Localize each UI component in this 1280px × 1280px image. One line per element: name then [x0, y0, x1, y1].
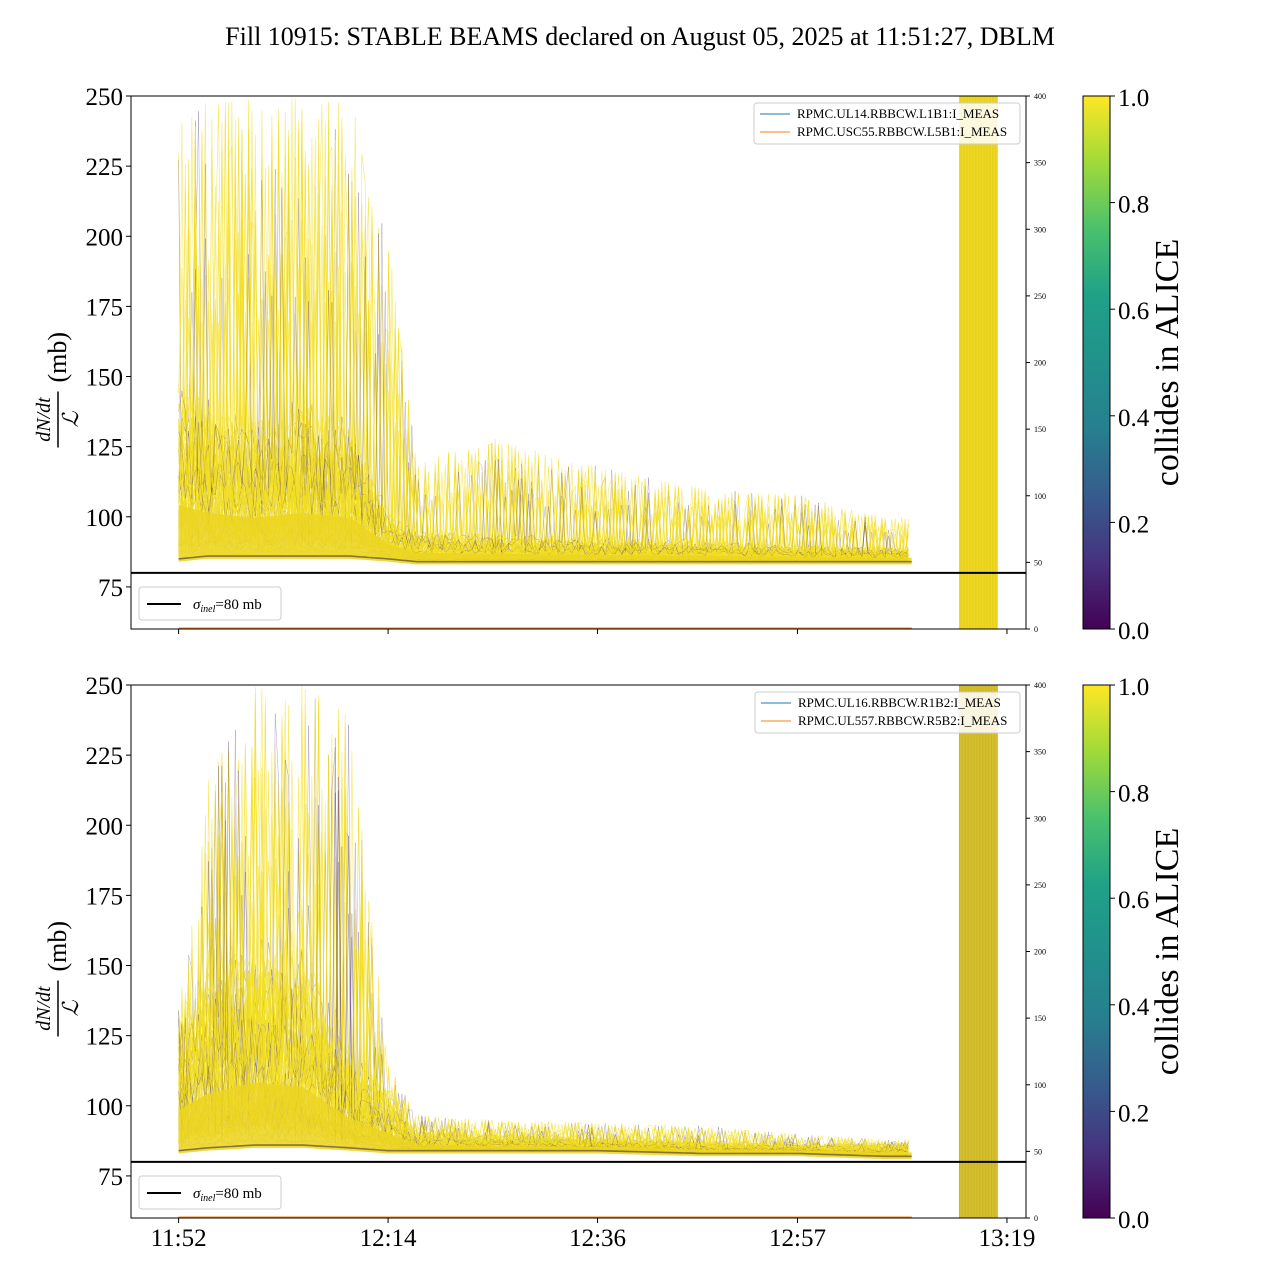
sigma-legend-box: [138, 586, 282, 621]
y-tick-label: 200: [86, 813, 124, 840]
y2-tick-label: 300: [1034, 814, 1046, 823]
y2-tick-label: 400: [1034, 92, 1046, 101]
y2-tick-label: 50: [1034, 558, 1042, 567]
y2-tick-label: 150: [1034, 1014, 1046, 1023]
colorbar-tick-label: 0.6: [1118, 887, 1149, 914]
y-tick-label: 100: [86, 1094, 124, 1121]
y-label-numerator: dN/dt: [33, 397, 55, 442]
colorbar-tick-label: 0.2: [1118, 1100, 1149, 1127]
y-tick-label: 150: [86, 365, 124, 392]
trace-line: [178, 133, 909, 560]
y-axis-label: dN/dt ℒ (mb): [33, 332, 83, 448]
y2-tick-label: 150: [1034, 425, 1046, 434]
legend-label: RPMC.UL557.RBBCW.R5B2:I_MEAS: [798, 713, 1007, 728]
y-label-denominator: ℒ: [58, 410, 83, 427]
y-tick-label: 175: [86, 294, 124, 321]
colorbar-tick-label: 0.4: [1118, 994, 1150, 1021]
y-tick-label: 250: [86, 84, 124, 111]
trace-baseline: [178, 555, 912, 563]
x-tick-label: 12:57: [769, 1225, 826, 1252]
colorbar-tick-label: 0.8: [1118, 192, 1149, 219]
y2-tick-label: 350: [1034, 748, 1046, 757]
y2-tick-label: 200: [1034, 948, 1046, 957]
y-tick-label: 125: [86, 435, 124, 462]
end-band: [959, 96, 998, 629]
trace-line: [178, 699, 909, 1154]
y2-tick-label: 100: [1034, 492, 1046, 501]
y2-tick-label: 400: [1034, 681, 1046, 690]
y2-tick-label: 0: [1034, 1214, 1038, 1223]
y-tick-label: 75: [98, 575, 123, 602]
y-label-unit: (mb): [43, 332, 72, 383]
trace-bundle: [178, 685, 998, 1218]
y-label-unit: (mb): [43, 921, 72, 972]
colorbar-tick-label: 1.0: [1118, 85, 1149, 112]
legend-label: RPMC.USC55.RBBCW.L5B1:I_MEAS: [797, 124, 1007, 139]
colorbar-tick-label: 0.0: [1118, 618, 1149, 645]
y-tick-label: 125: [86, 1024, 124, 1051]
trace-line: [178, 168, 909, 558]
y-tick-label: 225: [86, 154, 124, 181]
trace-line: [178, 169, 909, 560]
colorbar-label: collides in ALICE: [1149, 828, 1186, 1075]
y-axis-label: dN/dt ℒ (mb): [33, 921, 83, 1037]
colorbar-tick-label: 0.0: [1118, 1207, 1149, 1234]
panel-top: 75 100 125 150 175 200 225 250 0 50 100 150 200 250 30…: [33, 84, 1186, 645]
colorbar: [1082, 684, 1111, 1219]
colorbar-tick-label: 0.2: [1118, 511, 1149, 538]
trace-baseline: [178, 1144, 912, 1158]
x-tick-label: 11:52: [151, 1225, 207, 1252]
legend-box: [753, 102, 1021, 145]
end-band: [959, 685, 998, 1218]
figure-title: Fill 10915: STABLE BEAMS declared on Aug…: [225, 22, 1055, 51]
y-tick-label: 200: [86, 224, 124, 251]
trace-bundle: [178, 96, 998, 629]
y2-tick-label: 50: [1034, 1147, 1042, 1156]
y2-tick-label: 0: [1034, 625, 1038, 634]
legend-box: [754, 691, 1021, 734]
y2-tick-label: 250: [1034, 881, 1046, 890]
trace-line: [178, 223, 909, 558]
y-tick-label: 150: [86, 954, 124, 981]
trace-line: [178, 110, 909, 558]
sigma-legend-box: [138, 1175, 282, 1210]
trace-core: [178, 1082, 912, 1160]
x-tick-label: 12:36: [569, 1225, 626, 1252]
y2-tick-label: 300: [1034, 225, 1046, 234]
y-tick-label: 250: [86, 673, 124, 700]
y-label-denominator: ℒ: [58, 999, 83, 1016]
y-tick-label: 75: [98, 1164, 123, 1191]
y2-tick-label: 250: [1034, 292, 1046, 301]
y2-tick-label: 100: [1034, 1081, 1046, 1090]
x-tick-label: 12:14: [360, 1225, 417, 1252]
panel-bottom: 75 100 125 150 175 200 225 250 0 50 100 150 200 250 30…: [33, 673, 1186, 1252]
y-tick-label: 225: [86, 743, 124, 770]
sigma-legend-label: σinel=80 mb: [193, 1186, 262, 1204]
colorbar-tick-label: 1.0: [1118, 674, 1149, 701]
trace-core: [178, 504, 912, 565]
y2-tick-label: 350: [1034, 159, 1046, 168]
legend-label: RPMC.UL14.RBBCW.L1B1:I_MEAS: [797, 106, 999, 121]
trace-line: [178, 979, 909, 1154]
colorbar-tick-label: 0.4: [1118, 405, 1150, 432]
colorbar: [1082, 95, 1111, 630]
x-tick-label: 13:19: [978, 1225, 1035, 1252]
y2-tick-label: 200: [1034, 359, 1046, 368]
y-tick-label: 175: [86, 883, 124, 910]
y-label-numerator: dN/dt: [33, 986, 55, 1031]
sigma-legend-label: σinel=80 mb: [193, 597, 262, 615]
colorbar-tick-label: 0.8: [1118, 781, 1149, 808]
y-tick-label: 100: [86, 505, 124, 532]
colorbar-label: collides in ALICE: [1149, 239, 1186, 486]
legend-label: RPMC.UL16.RBBCW.R1B2:I_MEAS: [798, 695, 1001, 710]
colorbar-tick-label: 0.6: [1118, 298, 1149, 325]
